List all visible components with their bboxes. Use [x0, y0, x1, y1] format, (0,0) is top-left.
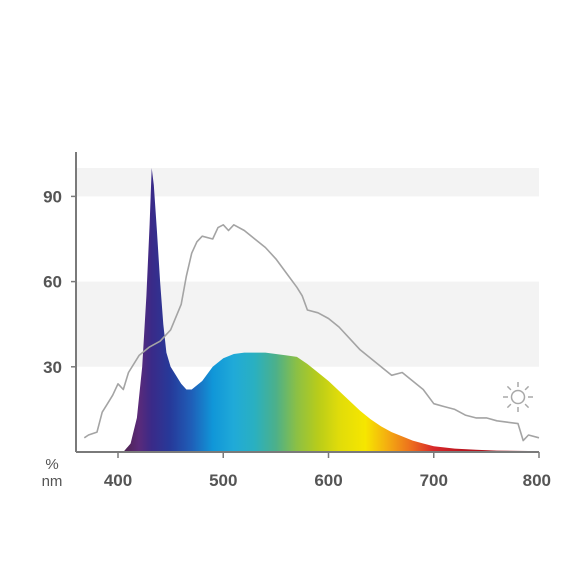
sun-icon [503, 382, 533, 412]
spectrum-area [123, 168, 539, 452]
x-tick-label: 800 [523, 471, 551, 490]
x-tick-label: 700 [420, 471, 448, 490]
sun-ray [524, 403, 530, 409]
x-tick-label: 400 [104, 471, 132, 490]
sun-core [510, 389, 526, 405]
sunlight-reference-line [83, 224, 540, 442]
y-tick-label: 30 [43, 358, 62, 377]
sun-ray [524, 385, 530, 391]
y-tick-label: 60 [43, 273, 62, 292]
y-axis-label: % [45, 456, 58, 473]
x-tick-label: 500 [209, 471, 237, 490]
y-axis-ticks: 30 60 90 [43, 187, 76, 377]
axes [75, 152, 539, 453]
y-tick-label: 90 [43, 187, 62, 206]
x-tick-label: 600 [314, 471, 342, 490]
x-axis-label: nm [42, 473, 63, 490]
x-axis-ticks: 400 500 600 700 800 [104, 452, 551, 490]
grid-band [76, 168, 539, 197]
sun-ray [506, 403, 512, 409]
sun-ray [506, 385, 512, 391]
